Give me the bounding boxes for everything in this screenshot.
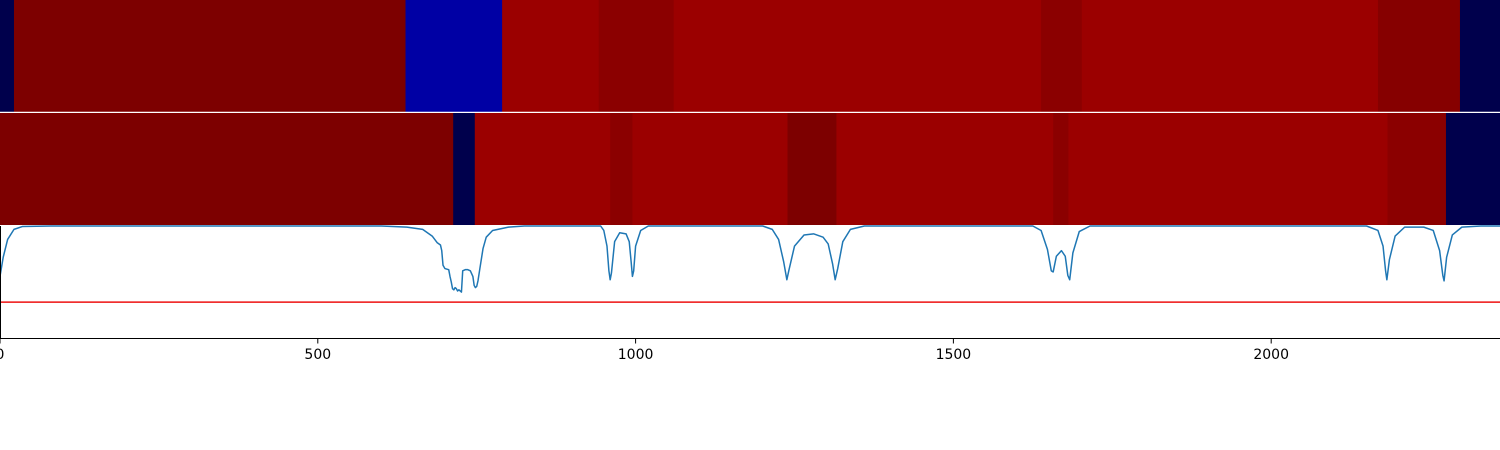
heatmap-segment: [598, 0, 675, 112]
heatmap-segment: [1081, 0, 1379, 112]
line-plot: 0 500 1000 1500 2000: [0, 225, 1500, 363]
heatmap-track-1: [0, 0, 1500, 112]
heatmap-segment: [610, 113, 634, 225]
heatmap-segment: [405, 0, 503, 112]
heatmap-segment: [453, 113, 476, 225]
heatmap-segment: [787, 113, 838, 225]
signal-trace-line: [0, 225, 1500, 293]
heatmap-track-2: [0, 113, 1500, 225]
heatmap-segment: [1459, 0, 1500, 112]
heatmap-segment: [1387, 113, 1447, 225]
heatmap-segment: [632, 113, 789, 225]
x-tick-label: 2000: [1253, 347, 1289, 363]
heatmap-segment: [673, 0, 1042, 112]
x-tick-label: 500: [304, 347, 331, 363]
x-tick-label: 0: [0, 347, 4, 363]
heatmap-segment: [1445, 113, 1500, 225]
heatmap-segment: [1041, 0, 1083, 112]
heatmap-segment: [836, 113, 1054, 225]
heatmap-segment: [1053, 113, 1070, 225]
x-axis-ticks: 0 500 1000 1500 2000: [0, 338, 1289, 363]
heatmap-segment: [474, 113, 611, 225]
x-tick-label: 1500: [936, 347, 972, 363]
heatmap-segment: [1377, 0, 1461, 112]
x-tick-label: 1000: [618, 347, 654, 363]
heatmap-segment: [502, 0, 600, 112]
heatmap-segment: [1068, 113, 1389, 225]
heatmap-segment: [0, 0, 15, 112]
heatmap-segment: [0, 113, 454, 225]
heatmap-segment: [13, 0, 407, 112]
